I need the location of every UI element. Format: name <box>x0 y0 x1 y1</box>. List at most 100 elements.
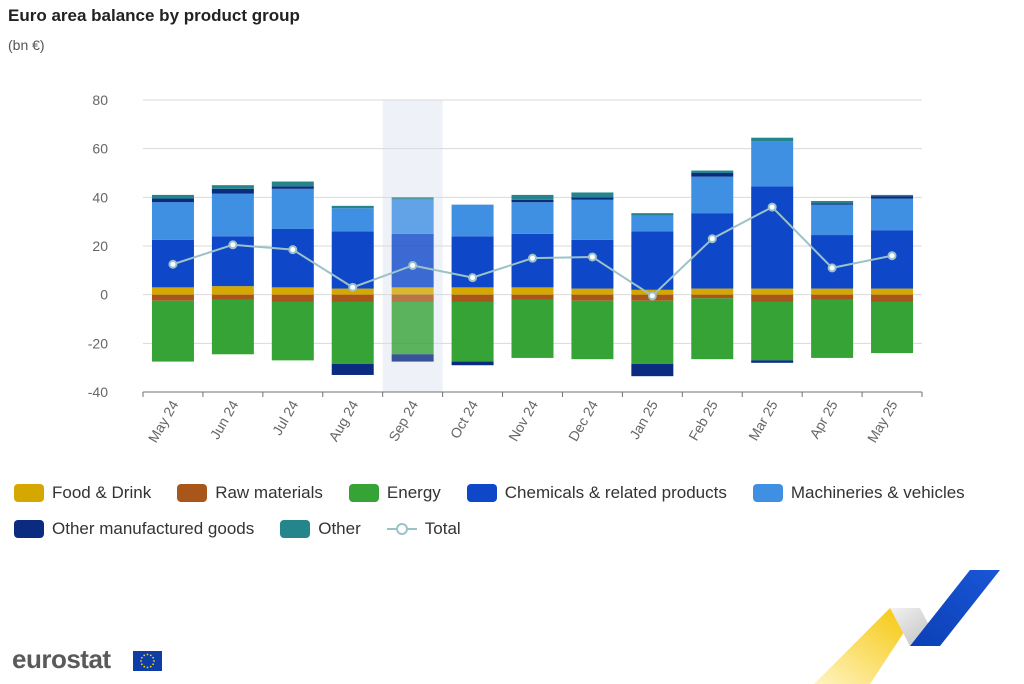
legend-item[interactable]: Other <box>280 518 361 540</box>
bar-segment <box>631 364 674 377</box>
legend-item[interactable]: Food & Drink <box>14 482 151 504</box>
y-tick-label: 40 <box>92 189 108 205</box>
x-tick-label: Nov 24 <box>505 397 541 444</box>
bar-segment <box>211 185 254 189</box>
bar-segment <box>751 294 794 302</box>
bar-segment <box>571 300 614 360</box>
legend-swatch <box>348 484 379 502</box>
bar-segment <box>271 186 314 189</box>
bar-segment <box>871 294 914 302</box>
x-tick-label: Apr 25 <box>806 397 841 441</box>
y-tick-label: 20 <box>92 238 108 254</box>
x-tick-label: Oct 24 <box>447 397 482 441</box>
legend-swatch <box>14 484 44 502</box>
x-tick-label: Dec 24 <box>565 397 601 444</box>
bar-segment <box>211 286 254 295</box>
legend-label: Raw materials <box>215 483 323 502</box>
total-point <box>528 253 537 263</box>
x-tick-label: Jan 25 <box>626 397 661 442</box>
bar-segment <box>391 354 434 362</box>
legend-swatch <box>177 484 208 502</box>
bar-segment <box>811 288 854 295</box>
bar-segment <box>751 301 794 361</box>
bar-segment <box>691 213 734 289</box>
legend-label: Food & Drink <box>52 483 152 502</box>
bar-segment <box>691 170 734 173</box>
total-point <box>288 245 298 255</box>
bar-segment <box>511 194 554 200</box>
bar-segment <box>811 204 854 236</box>
bar-segment <box>391 197 434 200</box>
chart-title: Euro area balance by product group <box>8 6 300 25</box>
bar-segment <box>271 294 314 302</box>
bar-segment <box>331 301 374 365</box>
flag-star <box>140 660 142 662</box>
y-tick-label: 60 <box>92 141 108 157</box>
x-tick-label: Sep 24 <box>385 397 421 444</box>
bar-segment <box>391 199 434 234</box>
bar-segment <box>151 194 194 199</box>
legend-item[interactable]: Raw materials <box>177 482 323 504</box>
bar-segment <box>631 300 674 365</box>
flag-star <box>146 653 149 656</box>
legend-swatch <box>466 484 497 502</box>
legend-label: Other <box>318 519 361 538</box>
bar-segment <box>211 299 254 355</box>
bar-segment <box>271 188 314 229</box>
bar-segment <box>151 198 194 203</box>
bar-segment <box>691 298 734 360</box>
legend-label: Energy <box>386 483 441 502</box>
bar-segment <box>271 181 314 187</box>
bar-segment <box>871 301 914 354</box>
bar-segment <box>811 235 854 289</box>
flag-star <box>153 660 155 662</box>
legend-item[interactable]: Total <box>386 518 461 540</box>
bar-segment <box>451 204 494 237</box>
flag-star <box>152 656 155 659</box>
bar-segment <box>571 192 614 198</box>
x-tick-label: Mar 25 <box>745 397 781 443</box>
total-point <box>168 259 178 269</box>
total-point <box>647 291 657 301</box>
bar-segment <box>691 288 734 295</box>
legend-label: Chemicals & related products <box>504 483 727 502</box>
y-tick-label: 80 <box>92 92 108 108</box>
legend-item[interactable]: Energy <box>348 482 441 504</box>
bar-segment <box>691 176 734 214</box>
x-tick-label: Feb 25 <box>685 397 721 443</box>
y-tick-label: -20 <box>88 335 108 351</box>
bar-segment <box>811 299 854 358</box>
flag-star <box>152 663 155 666</box>
bar-segment <box>751 137 794 142</box>
bar-segment <box>151 294 194 301</box>
bar-segment <box>391 294 434 302</box>
x-tick-label: May 24 <box>145 397 182 445</box>
legend-label: Total <box>424 519 461 538</box>
eu-flag-icon <box>133 651 162 671</box>
x-tick-label: Jul 24 <box>269 397 302 438</box>
bar-segment <box>751 288 794 295</box>
bar-segment <box>631 213 674 216</box>
total-point <box>408 260 418 270</box>
bar-segment <box>871 288 914 295</box>
flag-star <box>149 654 152 657</box>
legend-label: Other manufactured goods <box>52 519 255 538</box>
bar-segment <box>151 202 194 240</box>
total-point <box>228 240 238 250</box>
legend-item[interactable]: Chemicals & related products <box>466 482 727 504</box>
bar-segment <box>811 200 854 204</box>
bar-segment <box>751 186 794 289</box>
bar-segment <box>571 239 614 289</box>
flag-star <box>149 665 152 668</box>
legend-item[interactable]: Other manufactured goods <box>14 518 254 540</box>
legend-item[interactable]: Machineries & vehicles <box>752 482 965 504</box>
bar-segment <box>631 215 674 232</box>
bar-segment <box>511 199 554 203</box>
bar-segment <box>331 208 374 232</box>
bar-segment <box>811 203 854 205</box>
bar-segment <box>871 198 914 231</box>
bar-segment <box>751 360 794 363</box>
bar-segment <box>571 199 614 240</box>
bar-segment <box>331 231 374 289</box>
chart-subtitle: (bn €) <box>8 37 45 53</box>
